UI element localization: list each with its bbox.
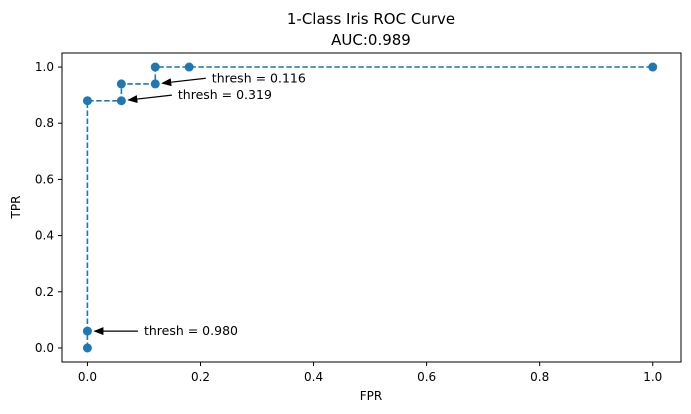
plot-area-frame [61, 52, 682, 363]
annotation-text: thresh = 0.116 [212, 70, 306, 85]
x-axis-ticks: 0.0 0.2 0.4 0.6 0.8 1.0 [78, 362, 662, 384]
x-tick-label: 0.0 [78, 370, 97, 384]
roc-series [82, 62, 658, 353]
y-tick-label: 0.4 [35, 229, 54, 243]
roc-point [82, 326, 92, 336]
annotation-text: thresh = 0.319 [178, 87, 272, 102]
threshold-annotations: thresh = 0.980 thresh = 0.319 thresh = 0.1… [93, 70, 306, 338]
x-tick-label: 1.0 [643, 370, 662, 384]
y-tick-label: 0.8 [35, 116, 54, 130]
annotation-text: thresh = 0.980 [144, 323, 238, 338]
y-axis-label: TPR [9, 196, 23, 220]
roc-curve-line [86, 66, 653, 348]
annotation-arrow [161, 77, 206, 87]
x-tick-label: 0.8 [530, 370, 549, 384]
y-tick-label: 0.6 [35, 172, 54, 186]
roc-point [150, 62, 160, 72]
y-axis-ticks: 0.0 0.2 0.4 0.6 0.8 1.0 [35, 60, 62, 355]
annotation-arrow [127, 94, 172, 104]
roc-point [82, 343, 92, 353]
chart-title: 1-Class Iris ROC Curve [287, 10, 455, 28]
x-tick-label: 0.6 [417, 370, 436, 384]
y-tick-label: 1.0 [35, 60, 54, 74]
roc-point [184, 62, 194, 72]
roc-point [82, 96, 92, 106]
roc-point [150, 79, 160, 89]
roc-point [648, 62, 658, 72]
y-tick-label: 0.0 [35, 341, 54, 355]
x-axis-label: FPR [360, 389, 382, 403]
y-tick-label: 0.2 [35, 285, 54, 299]
x-tick-label: 0.2 [191, 370, 210, 384]
chart-subtitle: AUC:0.989 [331, 31, 411, 49]
roc-point [116, 96, 126, 106]
roc-point [116, 79, 126, 89]
x-tick-label: 0.4 [304, 370, 323, 384]
